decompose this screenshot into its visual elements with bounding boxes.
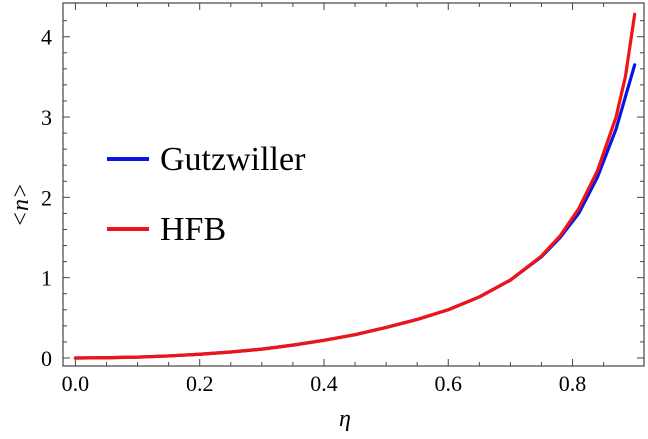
x-tick-label: 0.8	[559, 371, 587, 396]
x-tick-label: 0.6	[435, 371, 463, 396]
y-tick-label: 2	[41, 185, 52, 210]
y-tick-label: 4	[41, 25, 52, 50]
x-tick-label: 0.0	[62, 371, 90, 396]
legend-label-gutzwiller: Gutzwiller	[160, 141, 306, 178]
y-tick-label: 0	[41, 346, 52, 371]
legend-label-hfb: HFB	[160, 211, 226, 248]
plot-frame	[62, 2, 645, 367]
x-axis-label: η	[339, 406, 351, 432]
y-tick-label: 3	[41, 105, 52, 130]
ticks	[63, 3, 644, 366]
y-axis-label: <n>	[8, 183, 34, 227]
tick-labels: 0.0 0.2 0.4 0.6 0.8 0 1 2 3 4	[41, 25, 586, 396]
y-tick-label: 1	[41, 266, 52, 291]
x-tick-label: 0.2	[186, 371, 214, 396]
x-tick-label: 0.4	[310, 371, 338, 396]
series-lines	[73, 12, 637, 360]
series-line-hfb	[73, 12, 637, 360]
legend: Gutzwiller HFB	[107, 141, 306, 248]
